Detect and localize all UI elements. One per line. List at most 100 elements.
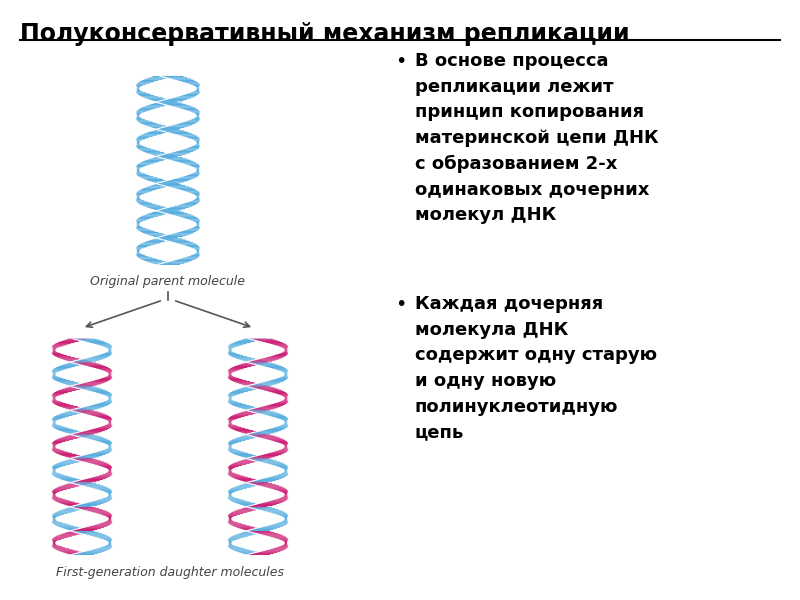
Polygon shape xyxy=(98,499,112,500)
Polygon shape xyxy=(90,380,110,381)
Polygon shape xyxy=(86,439,109,440)
Polygon shape xyxy=(105,520,112,521)
Polygon shape xyxy=(136,138,149,139)
Polygon shape xyxy=(229,476,247,477)
Polygon shape xyxy=(136,218,154,220)
Polygon shape xyxy=(52,441,69,442)
Polygon shape xyxy=(228,369,243,370)
Polygon shape xyxy=(52,349,57,350)
Polygon shape xyxy=(180,203,199,204)
Polygon shape xyxy=(142,124,166,125)
Polygon shape xyxy=(103,540,113,541)
Polygon shape xyxy=(53,440,74,441)
Polygon shape xyxy=(61,383,87,385)
Polygon shape xyxy=(92,392,111,393)
Polygon shape xyxy=(228,379,246,380)
Polygon shape xyxy=(52,417,69,418)
Polygon shape xyxy=(147,185,174,187)
Polygon shape xyxy=(248,361,276,362)
Polygon shape xyxy=(63,529,90,530)
Polygon shape xyxy=(239,529,266,530)
Polygon shape xyxy=(101,370,113,371)
Polygon shape xyxy=(136,88,140,89)
Polygon shape xyxy=(230,550,253,551)
Polygon shape xyxy=(136,173,149,175)
Polygon shape xyxy=(262,342,285,343)
Polygon shape xyxy=(51,395,61,397)
Polygon shape xyxy=(272,451,288,452)
Polygon shape xyxy=(57,406,82,407)
Polygon shape xyxy=(187,138,200,139)
Polygon shape xyxy=(228,422,232,424)
Polygon shape xyxy=(165,132,191,133)
Polygon shape xyxy=(254,431,281,432)
Polygon shape xyxy=(72,481,99,482)
Text: •: • xyxy=(395,295,406,314)
Polygon shape xyxy=(228,451,244,452)
Polygon shape xyxy=(53,428,73,429)
Polygon shape xyxy=(136,246,151,247)
Polygon shape xyxy=(140,242,164,244)
Polygon shape xyxy=(58,503,83,504)
Polygon shape xyxy=(273,354,288,355)
Polygon shape xyxy=(104,472,113,473)
Polygon shape xyxy=(188,119,200,121)
Polygon shape xyxy=(106,544,112,545)
Polygon shape xyxy=(102,377,112,378)
Polygon shape xyxy=(270,465,288,466)
Polygon shape xyxy=(178,217,198,218)
Polygon shape xyxy=(52,543,56,544)
Polygon shape xyxy=(78,413,105,414)
Polygon shape xyxy=(159,76,187,77)
Polygon shape xyxy=(193,90,200,91)
Polygon shape xyxy=(194,140,200,142)
Polygon shape xyxy=(141,205,165,206)
Polygon shape xyxy=(52,350,58,352)
Polygon shape xyxy=(136,166,146,167)
Polygon shape xyxy=(52,469,57,470)
Polygon shape xyxy=(253,460,280,461)
Polygon shape xyxy=(88,535,110,536)
Polygon shape xyxy=(228,465,246,466)
Polygon shape xyxy=(265,356,286,357)
Polygon shape xyxy=(231,342,254,343)
Polygon shape xyxy=(187,173,200,175)
Polygon shape xyxy=(151,209,179,211)
Polygon shape xyxy=(55,487,79,488)
Polygon shape xyxy=(228,420,234,421)
Polygon shape xyxy=(54,488,74,489)
Polygon shape xyxy=(196,251,200,253)
Polygon shape xyxy=(84,390,108,391)
Polygon shape xyxy=(55,439,78,440)
Polygon shape xyxy=(144,261,171,262)
Polygon shape xyxy=(136,194,144,195)
Polygon shape xyxy=(52,519,57,520)
Polygon shape xyxy=(228,514,243,515)
Polygon shape xyxy=(231,439,254,440)
Polygon shape xyxy=(66,434,94,436)
Polygon shape xyxy=(228,417,245,418)
Polygon shape xyxy=(136,199,144,200)
Polygon shape xyxy=(146,99,173,100)
Polygon shape xyxy=(230,535,252,536)
Text: First-generation daughter molecules: First-generation daughter molecules xyxy=(56,566,284,579)
Polygon shape xyxy=(52,517,58,518)
Polygon shape xyxy=(193,167,200,169)
Polygon shape xyxy=(228,542,232,543)
Polygon shape xyxy=(234,509,260,511)
Polygon shape xyxy=(162,154,190,155)
Polygon shape xyxy=(282,544,288,545)
Polygon shape xyxy=(106,541,112,542)
Polygon shape xyxy=(179,257,198,259)
Polygon shape xyxy=(108,542,112,543)
Polygon shape xyxy=(227,496,236,497)
Polygon shape xyxy=(80,479,106,480)
Polygon shape xyxy=(85,357,108,358)
Polygon shape xyxy=(86,502,109,503)
Polygon shape xyxy=(195,114,200,115)
Polygon shape xyxy=(277,497,289,499)
Polygon shape xyxy=(90,404,110,405)
Polygon shape xyxy=(95,427,112,428)
Polygon shape xyxy=(52,468,59,469)
Polygon shape xyxy=(136,116,142,118)
